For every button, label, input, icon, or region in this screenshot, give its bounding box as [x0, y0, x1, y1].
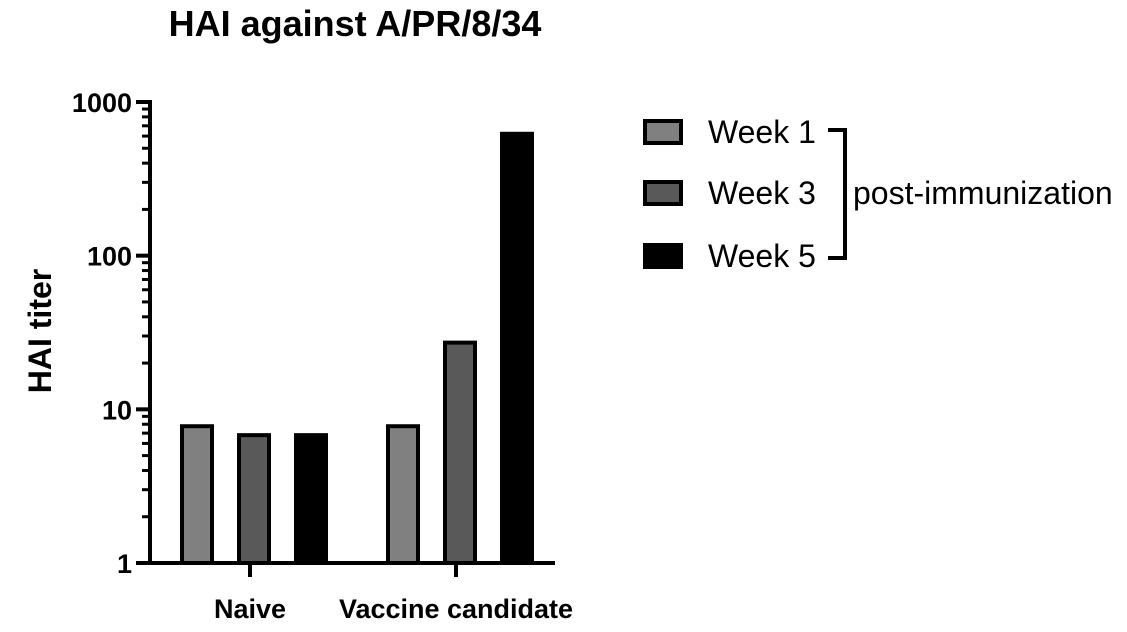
bar-naive-week-3 — [237, 433, 271, 565]
legend: Week 1 Week 3 Week 5 post-immunization — [643, 114, 1113, 274]
x-category-label: Vaccine candidate — [339, 594, 573, 624]
chart-title: HAI against A/PR/8/34 — [169, 3, 542, 44]
legend-group-label: post-immunization — [853, 175, 1113, 211]
legend-label: Week 1 — [708, 114, 816, 150]
bar-naive-week-5 — [294, 433, 328, 565]
bar-naive-week-1 — [180, 424, 214, 565]
legend-swatch-week-1 — [643, 119, 683, 145]
bar-vaccine-candidate-week-1 — [386, 424, 420, 565]
bar-vaccine-candidate-week-5 — [500, 131, 534, 565]
bars — [180, 131, 534, 565]
y-tick-label: 100 — [87, 242, 132, 272]
y-axis-label: HAI titer — [22, 269, 58, 393]
legend-label: Week 3 — [708, 175, 816, 211]
legend-swatch-week-5 — [643, 243, 683, 269]
y-tick-label: 10 — [102, 395, 132, 425]
legend-bracket — [828, 128, 847, 260]
y-tick-label: 1 — [117, 549, 132, 579]
axes: 1 10 100 1000 Naive Vaccine candidate — [72, 88, 573, 624]
legend-swatch-week-3 — [643, 180, 683, 206]
x-category-label: Naive — [214, 594, 286, 624]
y-tick-label: 1000 — [72, 88, 132, 118]
legend-label: Week 5 — [708, 238, 816, 274]
bar-vaccine-candidate-week-3 — [443, 340, 477, 565]
